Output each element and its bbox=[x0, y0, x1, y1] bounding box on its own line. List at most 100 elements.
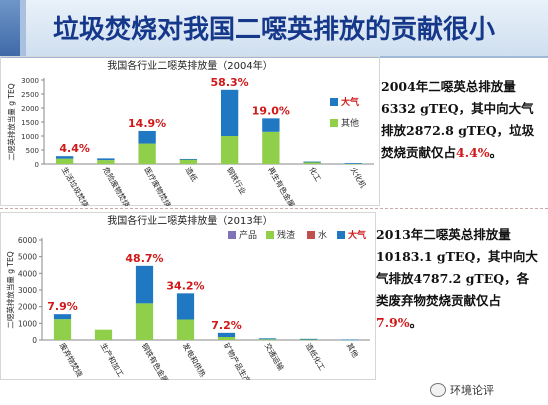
y-tick-label: 0 bbox=[35, 161, 39, 169]
note-2013: 2013年二噁英总排放量10183.1 gTEQ，其中向大气排放4787.2 g… bbox=[376, 224, 540, 334]
percentage-annotation-1: 14.9% bbox=[128, 117, 166, 130]
y-tick-label: 2500 bbox=[21, 91, 39, 99]
bar-大气-6 bbox=[299, 338, 318, 340]
chart-frame bbox=[0, 56, 380, 206]
category-label-0: 废弃物焚烧 bbox=[58, 341, 86, 379]
y-tick-label: 1000 bbox=[18, 319, 37, 328]
chart-2004: 我国各行业二噁英排放量（2004年） 二噁英排放当量 g TEQ 0 500 1000 1… bbox=[0, 56, 380, 206]
category-label-6: 造纸化工 bbox=[304, 341, 328, 372]
bar-其他-1 bbox=[97, 160, 115, 164]
chart-title: 我国各行业二噁英排放量（2004年） bbox=[107, 59, 272, 72]
bar-残渣-5 bbox=[258, 339, 277, 341]
category-label-5: 再生有色金属 bbox=[266, 165, 297, 206]
y-tick-label: 500 bbox=[26, 147, 39, 155]
bar-残渣-2 bbox=[135, 303, 154, 340]
chart-frame bbox=[0, 212, 376, 380]
bar-大气-1 bbox=[97, 158, 115, 161]
y-tick-label: 4000 bbox=[18, 269, 37, 278]
legend-label-其他: 其他 bbox=[341, 117, 359, 129]
bar-其他-5 bbox=[262, 131, 280, 164]
chart-2013: 我国各行业二噁英排放量（2013年） 二噁英排放当量 g TEQ 0 1000 2000… bbox=[0, 212, 376, 380]
y-tick-label: 0 bbox=[32, 336, 37, 345]
chart-title: 我国各行业二噁英排放量（2013年） bbox=[107, 214, 272, 227]
bar-大气-3 bbox=[176, 293, 195, 320]
bar-残渣-1 bbox=[94, 329, 113, 340]
note-2013-highlight: 7.9% bbox=[376, 315, 410, 330]
bar-大气-7 bbox=[344, 163, 363, 164]
legend-swatch-残渣 bbox=[266, 231, 274, 239]
legend-label-残渣: 残渣 bbox=[277, 229, 295, 241]
bar-其他-3 bbox=[179, 159, 198, 164]
note-2004-text: 2004年二噁英总排放量6332 gTEQ，其中向大气排放2872.8 gTEQ… bbox=[381, 79, 535, 160]
bar-其他-4 bbox=[220, 136, 239, 164]
bar-大气-5 bbox=[258, 338, 277, 340]
bar-大气-4 bbox=[220, 89, 239, 136]
category-label-2: 钢铁有色金属 bbox=[140, 341, 171, 380]
y-tick-label: 3000 bbox=[18, 286, 37, 295]
category-label-4: 矿物产品生产 bbox=[222, 341, 253, 380]
slide-title: 垃圾焚烧对我国二噁英排放的贡献很小 bbox=[52, 15, 495, 45]
y-tick-label: 3000 bbox=[21, 77, 39, 85]
bar-大气-4 bbox=[217, 332, 236, 337]
category-label-1: 生产和加工 bbox=[99, 341, 127, 379]
legend-label-大气: 大气 bbox=[341, 96, 359, 108]
percentage-annotation-2: 34.2% bbox=[166, 279, 204, 292]
category-label-3: 发电和供热 bbox=[181, 341, 209, 379]
bar-大气-7 bbox=[340, 339, 359, 341]
bar-大气-2 bbox=[135, 265, 154, 304]
bar-残渣-0 bbox=[53, 319, 72, 340]
watermark-text: 环境论评 bbox=[450, 384, 494, 397]
legend-label-大气: 大气 bbox=[348, 229, 366, 241]
category-label-4: 钢铁行业 bbox=[225, 165, 249, 196]
y-axis-label: 二噁英排放当量 g TEQ bbox=[6, 83, 16, 160]
y-tick-label: 1500 bbox=[21, 119, 39, 127]
title-decoration-stripe bbox=[20, 0, 26, 56]
y-tick-label: 6000 bbox=[18, 236, 37, 245]
title-bar: 垃圾焚烧对我国二噁英排放的贡献很小 bbox=[0, 0, 548, 58]
legend-swatch-产品 bbox=[228, 231, 236, 239]
legend-swatch-其他 bbox=[330, 119, 338, 127]
note-2013-end: 。 bbox=[409, 315, 423, 330]
percentage-annotation-1: 48.7% bbox=[125, 252, 163, 265]
y-tick-label: 1000 bbox=[21, 133, 39, 141]
note-2013-text: 2013年二噁英总排放量10183.1 gTEQ，其中向大气排放4787.2 g… bbox=[376, 227, 538, 308]
bar-其他-0 bbox=[55, 158, 74, 164]
bar-大气-3 bbox=[179, 158, 198, 160]
category-label-7: 火化机 bbox=[349, 165, 369, 190]
legend-label-产品: 产品 bbox=[239, 229, 257, 241]
y-axis-label: 二噁英排放当量 g TEQ bbox=[5, 251, 15, 328]
category-label-6: 化工 bbox=[307, 165, 323, 183]
bar-残渣-4 bbox=[217, 337, 236, 340]
section-divider bbox=[0, 208, 548, 209]
y-tick-label: 2000 bbox=[18, 303, 37, 312]
category-label-3: 造纸 bbox=[184, 165, 200, 183]
watermark: 环境论评 bbox=[430, 381, 544, 399]
bar-残渣-3 bbox=[176, 319, 195, 340]
note-2004-highlight: 4.4% bbox=[456, 145, 490, 160]
wechat-icon bbox=[430, 383, 446, 397]
y-tick-label: 5000 bbox=[18, 253, 37, 262]
bar-大气-0 bbox=[53, 314, 72, 320]
legend-swatch-大气 bbox=[330, 98, 338, 106]
note-2004-end: 。 bbox=[489, 145, 503, 160]
bar-残渣-6 bbox=[299, 339, 318, 341]
percentage-annotation-3: 7.2% bbox=[211, 319, 242, 332]
bar-大气-6 bbox=[303, 161, 321, 163]
percentage-annotation-2: 58.3% bbox=[211, 76, 249, 89]
category-label-0: 生活垃圾焚烧 bbox=[60, 165, 91, 206]
bar-大气-5 bbox=[262, 118, 280, 132]
bar-其他-6 bbox=[303, 161, 321, 164]
y-tick-label: 2000 bbox=[21, 105, 39, 113]
category-label-7: 其他 bbox=[345, 341, 361, 359]
percentage-annotation-3: 19.0% bbox=[252, 104, 290, 117]
category-label-1: 危险废物焚烧 bbox=[101, 165, 132, 206]
category-label-2: 医疗废物焚烧 bbox=[142, 165, 173, 206]
title-decoration-bar bbox=[0, 0, 20, 56]
legend-swatch-大气 bbox=[337, 231, 345, 239]
category-label-5: 交通运输 bbox=[263, 341, 287, 372]
legend-swatch-水 bbox=[307, 231, 315, 239]
bar-大气-0 bbox=[55, 156, 74, 159]
legend-label-水: 水 bbox=[318, 229, 327, 241]
bar-大气-2 bbox=[138, 130, 156, 144]
note-2004: 2004年二噁英总排放量6332 gTEQ，其中向大气排放2872.8 gTEQ… bbox=[381, 76, 544, 164]
